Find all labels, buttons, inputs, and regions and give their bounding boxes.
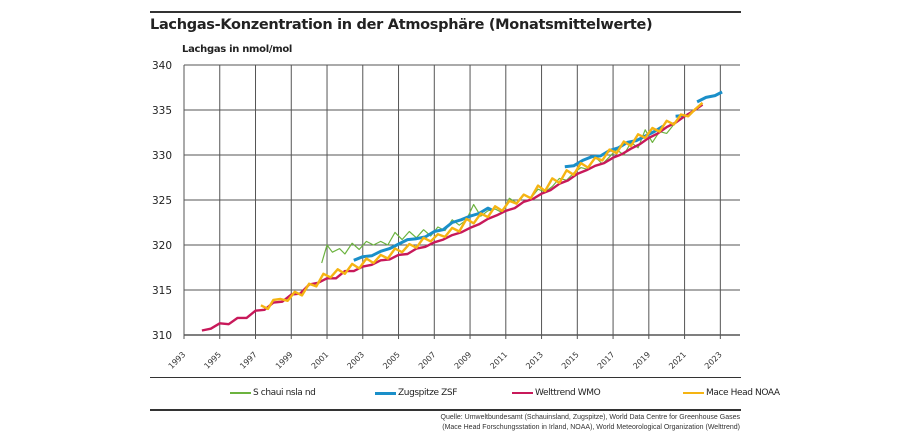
- x-tick-label: 2001: [310, 350, 331, 371]
- legend-item: S chaui nsla nd: [230, 388, 316, 398]
- x-tick-label: 2017: [596, 350, 617, 371]
- x-tick-label: 2009: [453, 350, 474, 371]
- legend-item: Zugspitze ZSF: [375, 388, 457, 398]
- x-tick-label: 2013: [524, 350, 545, 371]
- source-line-2: (Mace Head Forschungsstation in Irland, …: [442, 424, 740, 431]
- y-tick-label: 335: [152, 105, 172, 117]
- source-note: Quelle: Umweltbundesamt (Schauinsland, Z…: [441, 413, 740, 433]
- x-tick-label: 2011: [488, 350, 509, 371]
- legend-swatch: [512, 391, 533, 395]
- legend-swatch: [230, 392, 251, 394]
- top-rule: [150, 11, 741, 13]
- legend-top-rule: [150, 377, 741, 378]
- x-tick-label: 2015: [560, 350, 581, 371]
- legend-label: Welttrend WMO: [535, 388, 601, 398]
- x-tick-label: 1999: [274, 350, 295, 371]
- y-tick-label: 340: [152, 60, 172, 72]
- x-tick-label: 2003: [345, 350, 366, 371]
- x-tick-label: 2007: [417, 350, 438, 371]
- x-tick-label: 1995: [202, 350, 223, 371]
- legend-swatch: [683, 391, 704, 395]
- legend-item: Mace Head NOAA: [683, 388, 780, 398]
- x-tick-label: 2021: [667, 350, 688, 371]
- legend-label: S chaui nsla nd: [253, 388, 316, 398]
- series-line-3: [260, 101, 704, 311]
- legend-label: Mace Head NOAA: [706, 388, 780, 398]
- chart-plot: 310 315 320 325 330 335 340 1993 1995 1997 1999 200…: [152, 60, 740, 371]
- y-tick-label: 310: [152, 330, 172, 342]
- x-tick-label: 2023: [703, 350, 724, 371]
- legend: S chaui nsla nd Zugspitze ZSF Welttrend WM…: [150, 388, 780, 402]
- legend-swatch: [375, 391, 396, 395]
- y-tick-label: 330: [152, 150, 172, 162]
- legend-label: Zugspitze ZSF: [398, 388, 457, 398]
- x-tick-label: 1997: [238, 350, 259, 371]
- legend-item: Welttrend WMO: [512, 388, 601, 398]
- y-tick-label: 315: [152, 285, 172, 297]
- source-line-1: Quelle: Umweltbundesamt (Schauinsland, Z…: [440, 414, 740, 421]
- x-tick-label: 1993: [167, 350, 188, 371]
- x-tick-label: 2019: [631, 350, 652, 371]
- y-tick-label: 320: [152, 240, 172, 252]
- y-axis-label: Lachgas in nmol/mol: [182, 44, 293, 55]
- chart-title: Lachgas-Konzentration in der Atmosphäre …: [150, 17, 653, 33]
- y-tick-label: 325: [152, 195, 172, 207]
- x-tick-label: 2005: [381, 350, 402, 371]
- series-line-2: [201, 103, 704, 332]
- series-line-1: [353, 90, 723, 262]
- legend-bottom-rule: [150, 409, 741, 411]
